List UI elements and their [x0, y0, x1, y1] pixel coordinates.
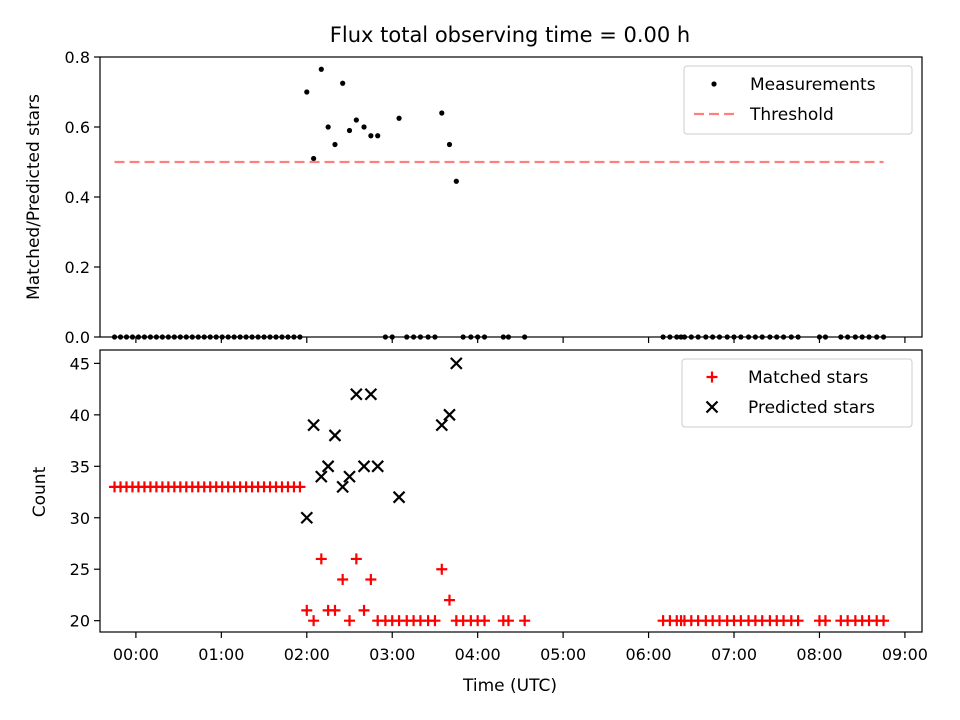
measurements-point — [396, 115, 402, 121]
measurements-point — [446, 141, 453, 148]
matched-stars-point — [315, 553, 327, 565]
predicted-stars-legend-label: Predicted stars — [748, 398, 875, 418]
predicted-stars-point — [321, 460, 335, 473]
predicted-stars-point — [315, 470, 328, 483]
matched-stars-point — [358, 604, 370, 616]
matched-stars-point — [502, 615, 514, 627]
predicted-stars-point — [435, 418, 449, 432]
predicted-stars-point — [443, 408, 456, 422]
matched-stars-point — [519, 615, 531, 627]
predicted-stars-point — [364, 387, 378, 401]
x-tick-label: 00:00 — [113, 645, 159, 664]
top-x-ticks — [135, 337, 906, 343]
y-tick-label: 0.6 — [65, 118, 90, 137]
measurements-point — [325, 124, 331, 130]
bottom-legend-box — [681, 358, 913, 428]
matched-stars-legend-label: Matched stars — [748, 368, 868, 388]
measurements-point — [340, 80, 346, 86]
predicted-stars-point — [357, 460, 371, 473]
matched-stars-point — [329, 604, 341, 616]
bottom-y-axis-label: Count — [30, 466, 50, 517]
measurements-legend-label: Measurements — [750, 75, 876, 95]
bottom-y-ticks: 20 25 30 35 40 45 — [70, 354, 100, 631]
bottom-plot-marks — [109, 357, 890, 627]
measurements-point — [311, 155, 317, 162]
y-tick-label: 20 — [70, 612, 90, 631]
y-tick-label: 0.8 — [65, 48, 90, 67]
x-tick-label: 07:00 — [711, 645, 757, 664]
chart-title: Flux total observing time = 0.00 h — [330, 23, 690, 47]
matched-stars-point — [479, 615, 491, 627]
x-tick-label: 03:00 — [369, 645, 415, 664]
top-axes-frame — [99, 56, 923, 338]
bottom-x-axis-label: Time (UTC) — [462, 676, 557, 696]
matched-stars-point — [429, 615, 441, 627]
predicted-stars-legend-swatch — [705, 400, 719, 414]
y-tick-label: 0.4 — [65, 188, 90, 207]
predicted-stars-point — [300, 511, 314, 525]
y-tick-label: 30 — [70, 509, 90, 528]
matched-stars-point — [301, 604, 313, 616]
measurements-point — [353, 117, 359, 123]
y-tick-label: 0.0 — [65, 328, 90, 347]
x-tick-label: 08:00 — [796, 645, 842, 664]
bottom-x-ticks: 00:00 01:00 02:00 03:00 04:00 05:00 06:00 07:00… — [113, 632, 928, 664]
bottom-legend-entries: Matched stars Predicted stars — [705, 368, 875, 418]
top-y-axis-label: Matched/Predicted stars — [24, 94, 44, 300]
predicted-stars-point — [307, 418, 320, 432]
x-tick-label: 06:00 — [626, 645, 672, 664]
measurements-point — [439, 110, 445, 116]
measurements-point — [318, 66, 324, 72]
matched-stars-point — [436, 563, 448, 575]
matched-stars-point — [350, 553, 362, 565]
matched-stars-point — [344, 615, 356, 627]
top-legend-entries: Measurements Threshold — [694, 75, 876, 125]
predicted-stars-point — [328, 429, 342, 442]
x-tick-label: 02:00 — [284, 645, 330, 664]
predicted-stars-point — [371, 460, 384, 473]
predicted-stars-point — [350, 387, 363, 401]
bottom-axes-frame — [99, 349, 923, 633]
bottom-legend: Matched stars Predicted stars — [681, 358, 913, 428]
measurements-point — [346, 127, 353, 134]
y-tick-label: 40 — [70, 406, 90, 425]
matched-stars-point — [792, 615, 804, 627]
y-tick-label: 25 — [70, 560, 90, 579]
matched-stars-point — [308, 615, 320, 627]
matched-stars-point — [443, 594, 455, 606]
y-tick-label: 0.2 — [65, 258, 90, 277]
x-tick-label: 09:00 — [882, 645, 928, 664]
y-tick-label: 35 — [70, 457, 90, 476]
x-tick-label: 04:00 — [455, 645, 501, 664]
measurements-point — [332, 141, 338, 148]
measurements-legend-swatch — [711, 81, 717, 87]
x-tick-label: 05:00 — [540, 645, 586, 664]
measurements-point — [304, 89, 310, 95]
top-y-ticks: 0.0 0.2 0.4 0.6 0.8 — [65, 48, 100, 347]
measurements-point — [453, 178, 459, 184]
predicted-stars-point — [343, 470, 356, 483]
matched-stars-legend-swatch — [706, 371, 718, 383]
measurements-point — [368, 133, 374, 139]
predicted-stars-point — [336, 480, 349, 494]
bottom-panel: Count Time (UTC) 20 25 30 35 40 45 00:00 01:00… — [30, 349, 928, 696]
top-legend: Measurements Threshold — [683, 65, 913, 135]
top-legend-box — [683, 65, 913, 135]
x-tick-label: 01:00 — [198, 645, 244, 664]
matched-stars-point — [365, 574, 377, 586]
measurements-point — [375, 133, 381, 139]
y-tick-label: 45 — [70, 354, 90, 373]
top-panel: Flux total observing time = 0.00 h Match… — [24, 23, 923, 347]
matched-stars-point — [878, 615, 890, 627]
measurements-point — [361, 124, 367, 130]
matched-stars-point — [337, 574, 349, 586]
predicted-stars-point — [450, 357, 463, 370]
matched-stars-point — [294, 481, 306, 493]
matched-stars-point — [819, 615, 831, 627]
predicted-stars-point — [392, 490, 406, 504]
threshold-legend-label: Threshold — [749, 105, 834, 125]
